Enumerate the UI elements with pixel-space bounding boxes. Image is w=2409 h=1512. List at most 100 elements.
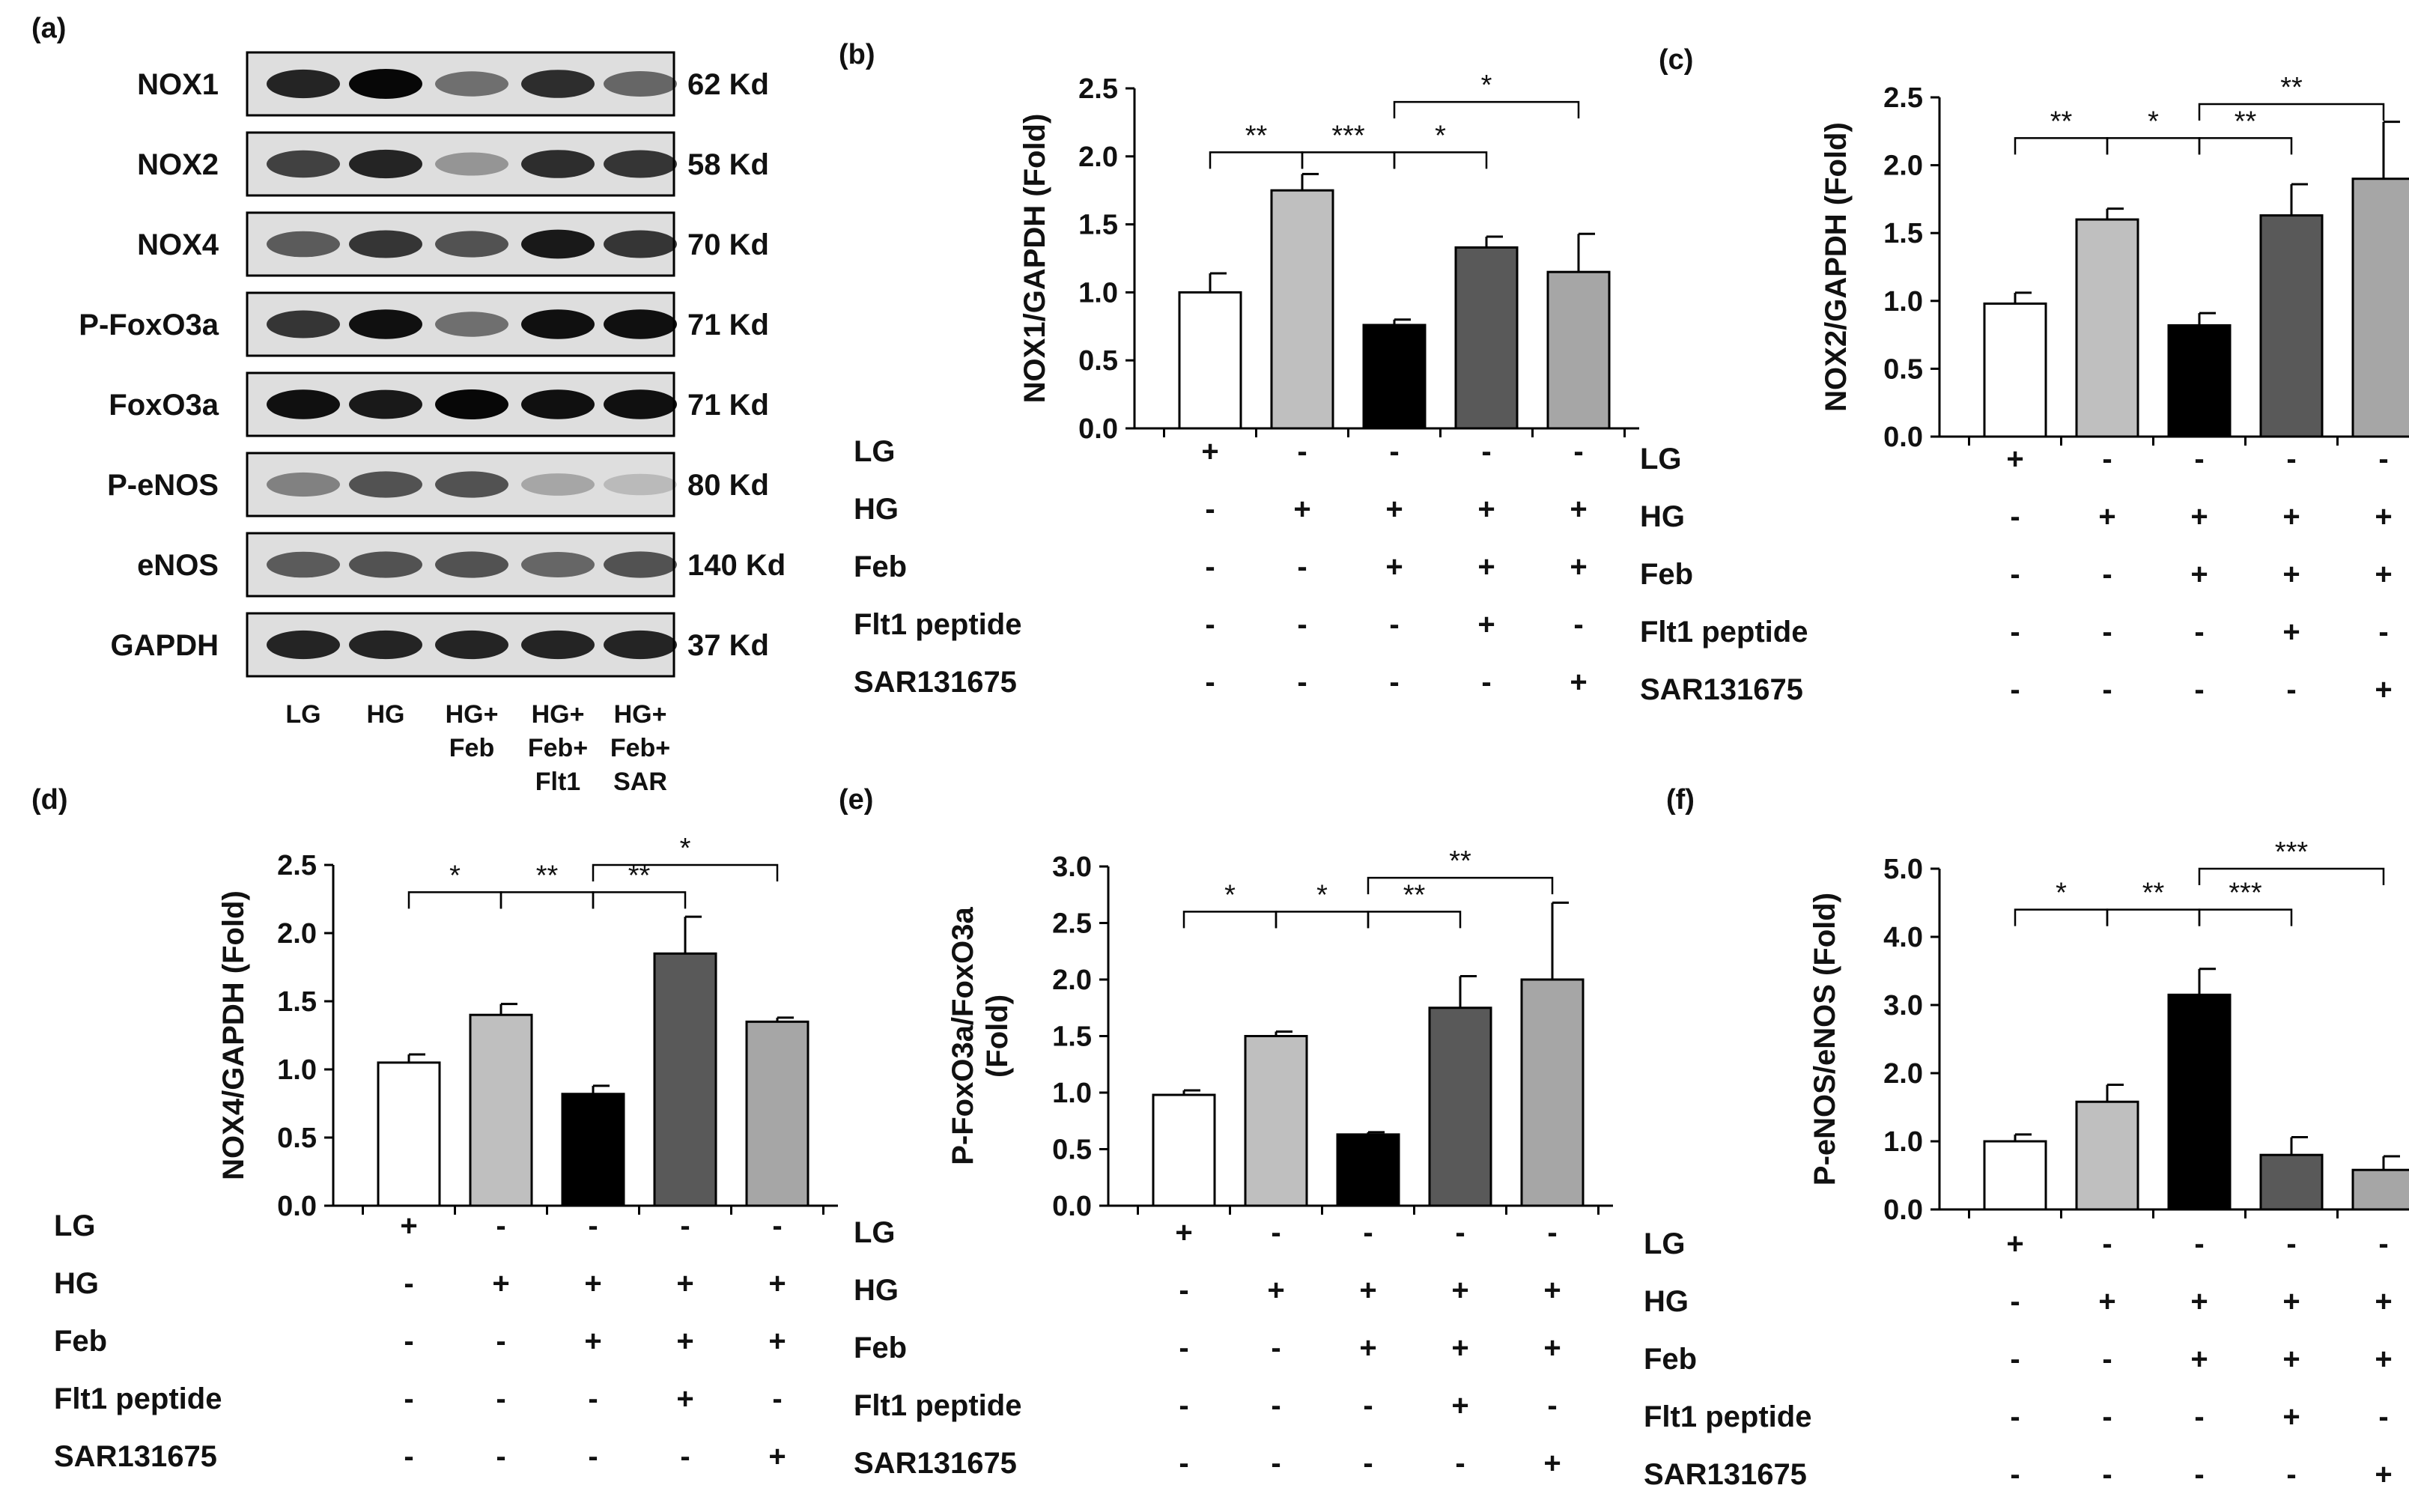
protein-label: eNOS	[137, 549, 219, 582]
significance-bracket	[499, 891, 595, 909]
molecular-weight-label: 71 Kd	[687, 389, 769, 422]
y-tick-label: 1.0	[1883, 286, 1923, 318]
blot-row-p-foxo3a: P-FoxO3a 71 Kd	[79, 291, 769, 357]
significance-bracket	[1301, 151, 1396, 169]
treatment-symbol: -	[1205, 666, 1215, 699]
y-tick-label: 3.0	[1883, 990, 1923, 1021]
bar	[2259, 214, 2324, 438]
blot-band	[604, 230, 677, 258]
blot-panel: (a) NOX1 62 Kd NOX2 58 Kd NOX4 70 Kd P-FoxO3a 71…	[31, 13, 786, 796]
y-tick-label: 0.0	[1078, 413, 1118, 445]
treatment-symbol: -	[680, 1209, 690, 1242]
blot-band	[435, 630, 508, 660]
treatment-symbol: -	[1547, 1389, 1557, 1422]
bar	[1178, 291, 1242, 430]
treatment-symbol: -	[1297, 550, 1307, 583]
treatment-symbol: +	[584, 1267, 601, 1300]
y-tick-label: 2.0	[1052, 965, 1092, 996]
lane-label: Feb	[449, 734, 494, 762]
molecular-weight-label: 62 Kd	[687, 68, 769, 101]
y-tick-label: 0.5	[1052, 1135, 1092, 1166]
bar	[653, 952, 717, 1207]
significance-label: *	[1435, 120, 1446, 151]
treatment-symbol: +	[1385, 493, 1403, 526]
treatment-symbol: -	[2010, 558, 2020, 591]
treatment-symbol: +	[1477, 608, 1495, 641]
treatment-symbol: -	[2194, 1227, 2204, 1260]
treatment-label: Feb	[54, 1325, 107, 1358]
protein-label: NOX2	[137, 148, 219, 181]
blot-band	[349, 630, 422, 660]
treatment-symbol: -	[680, 1440, 690, 1473]
significance-bracket	[1275, 911, 1370, 929]
y-tick-label: 0.0	[1883, 422, 1923, 453]
bar	[1983, 1140, 2047, 1211]
treatment-symbol: -	[1271, 1389, 1281, 1422]
significance-label: **	[2142, 878, 2165, 909]
treatment-symbol: -	[588, 1209, 598, 1242]
blot-row-foxo3a: FoxO3a 71 Kd	[109, 371, 769, 437]
treatment-symbol: -	[2010, 1400, 2020, 1433]
treatment-symbol: -	[2102, 1227, 2112, 1260]
treatment-symbol: -	[772, 1209, 782, 1242]
bar	[1520, 978, 1585, 1207]
treatment-symbol: -	[1179, 1389, 1188, 1422]
treatment-symbol: +	[676, 1325, 693, 1358]
treatment-label: HG	[1644, 1285, 1689, 1318]
protein-label: GAPDH	[111, 629, 219, 662]
blot-band	[349, 551, 422, 578]
bar	[2259, 1153, 2324, 1211]
blot-band	[521, 70, 595, 98]
significance-bracket	[2014, 908, 2109, 926]
bar	[2075, 218, 2139, 438]
treatment-symbol: +	[1570, 550, 1587, 583]
panel-label: (c)	[1659, 44, 1693, 76]
y-tick-label: 0.5	[277, 1123, 317, 1154]
panel-label-a: (a)	[31, 13, 66, 44]
blot-row-p-enos: P-eNOS 80 Kd	[107, 452, 769, 517]
lane-label: HG	[367, 700, 405, 729]
significance-bracket	[1182, 911, 1278, 929]
treatment-symbol: -	[588, 1440, 598, 1473]
treatment-symbol: +	[676, 1382, 693, 1415]
protein-label: P-eNOS	[107, 469, 219, 502]
blot-band	[267, 150, 340, 178]
treatment-label: Feb	[854, 550, 907, 583]
treatment-symbol: +	[2098, 1285, 2115, 1318]
lane-label: HG+	[532, 700, 585, 729]
blot-band	[521, 309, 595, 339]
blot-band	[435, 389, 508, 419]
treatment-symbol: +	[2375, 500, 2392, 533]
lane-label: Feb+	[610, 734, 670, 762]
y-tick-label: 4.0	[1883, 922, 1923, 953]
treatment-label: LG	[1644, 1227, 1686, 1260]
treatment-symbol: -	[1271, 1447, 1281, 1480]
treatment-label: HG	[1640, 500, 1685, 533]
blot-band	[604, 473, 677, 496]
bar	[2075, 1100, 2139, 1211]
treatment-label: Flt1 peptide	[54, 1382, 222, 1415]
treatment-symbol: +	[584, 1325, 601, 1358]
treatment-symbol: -	[496, 1209, 505, 1242]
treatment-symbol: +	[768, 1325, 786, 1358]
treatment-label: HG	[854, 493, 899, 526]
treatment-symbol: -	[1547, 1216, 1557, 1249]
treatment-symbol: -	[1205, 608, 1215, 641]
treatment-symbol: -	[1481, 666, 1491, 699]
treatment-symbol: -	[404, 1267, 413, 1300]
treatment-symbol: +	[1451, 1389, 1468, 1422]
treatment-symbol: -	[2102, 1343, 2112, 1376]
treatment-symbol: +	[768, 1440, 786, 1473]
treatment-label: LG	[854, 1216, 896, 1249]
treatment-symbol: -	[404, 1325, 413, 1358]
treatment-symbol: -	[496, 1382, 505, 1415]
treatment-symbol: +	[768, 1267, 786, 1300]
blot-band	[521, 630, 595, 660]
treatment-symbol: -	[1573, 435, 1583, 468]
treatment-label: SAR131675	[854, 666, 1017, 699]
y-tick-label: 0.5	[1078, 345, 1118, 377]
treatment-symbol: -	[1573, 608, 1583, 641]
significance-label: **	[1449, 845, 1471, 877]
y-tick-label: 2.5	[1052, 908, 1092, 940]
